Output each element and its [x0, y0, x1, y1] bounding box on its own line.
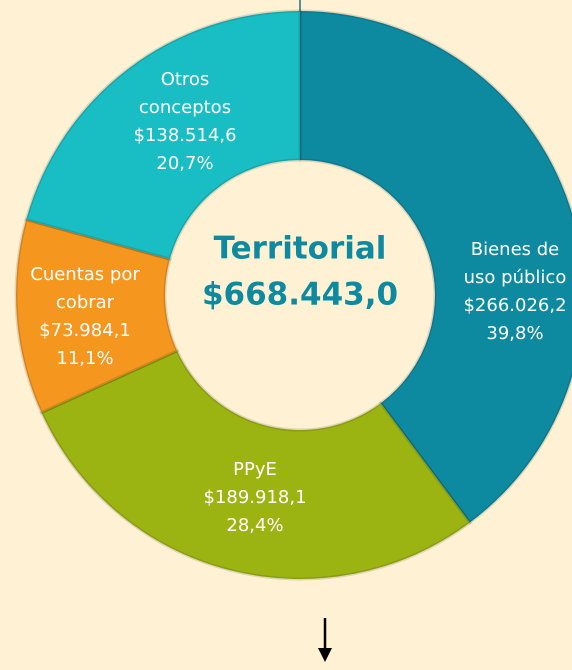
arrow-head — [318, 648, 332, 662]
slices — [14, 9, 572, 581]
slice-percent: 28,4% — [226, 515, 283, 536]
slice-value: $189.918,1 — [203, 487, 306, 508]
center-total: $668.443,0 — [202, 277, 398, 313]
slice-name: Bienes de — [471, 239, 560, 260]
slice-name: PPyE — [233, 459, 277, 480]
slice-value: $73.984,1 — [39, 320, 131, 341]
slice-name: uso público — [464, 267, 567, 288]
slice-name: conceptos — [139, 97, 231, 118]
labels: Bienes de uso público $266.026,2 39,8% PPyE $… — [30, 69, 566, 536]
slice-value: $138.514,6 — [133, 125, 236, 146]
slice-percent: 11,1% — [56, 348, 113, 369]
slice-value: $266.026,2 — [463, 295, 566, 316]
slice-percent: 20,7% — [156, 153, 213, 174]
slice-name: Otros — [161, 69, 210, 90]
slice-percent: 39,8% — [486, 323, 543, 344]
slice — [24, 9, 302, 261]
slice-name: cobrar — [56, 292, 115, 313]
slice — [14, 217, 180, 415]
slice — [298, 9, 572, 525]
center-title: Territorial — [214, 231, 387, 267]
slice-name: Cuentas por — [30, 264, 140, 285]
slice — [39, 348, 472, 581]
